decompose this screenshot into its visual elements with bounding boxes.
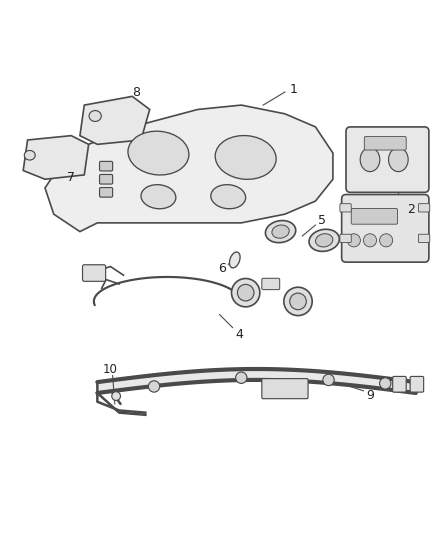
Circle shape [148,381,159,392]
Ellipse shape [215,135,276,179]
Circle shape [112,392,120,400]
Ellipse shape [237,285,254,301]
Ellipse shape [210,184,245,209]
Ellipse shape [127,131,188,175]
FancyBboxPatch shape [345,127,428,192]
FancyBboxPatch shape [261,278,279,289]
Ellipse shape [289,293,306,310]
Circle shape [322,374,333,385]
FancyBboxPatch shape [417,234,429,243]
Text: 1: 1 [289,83,297,96]
Ellipse shape [271,225,289,238]
FancyBboxPatch shape [392,376,405,392]
Circle shape [346,234,360,247]
FancyBboxPatch shape [261,378,307,399]
FancyBboxPatch shape [364,136,405,150]
Ellipse shape [359,148,379,172]
Text: 7: 7 [67,171,75,183]
Circle shape [379,378,390,389]
Text: 2: 2 [406,203,414,216]
Text: 5: 5 [317,214,325,227]
Ellipse shape [24,150,35,160]
Polygon shape [45,105,332,232]
Ellipse shape [231,279,259,307]
FancyBboxPatch shape [99,188,113,197]
Text: 10: 10 [103,362,118,376]
Ellipse shape [229,252,240,268]
FancyBboxPatch shape [339,204,350,212]
Circle shape [363,234,376,247]
FancyBboxPatch shape [350,208,396,224]
FancyBboxPatch shape [99,174,113,184]
FancyBboxPatch shape [417,204,429,212]
FancyBboxPatch shape [339,234,350,243]
FancyBboxPatch shape [409,376,423,392]
Ellipse shape [141,184,176,209]
FancyBboxPatch shape [82,265,106,281]
Circle shape [379,234,392,247]
Ellipse shape [265,221,295,243]
Text: 4: 4 [235,328,243,341]
Text: 9: 9 [365,389,373,402]
FancyBboxPatch shape [341,195,428,262]
Polygon shape [23,135,88,179]
Polygon shape [80,96,149,144]
Ellipse shape [388,148,407,172]
Circle shape [235,372,247,383]
Ellipse shape [89,110,101,122]
Ellipse shape [308,229,339,252]
FancyBboxPatch shape [99,161,113,171]
Ellipse shape [283,287,311,316]
Text: 8: 8 [132,85,140,99]
Text: 6: 6 [217,262,225,275]
Ellipse shape [315,233,332,247]
